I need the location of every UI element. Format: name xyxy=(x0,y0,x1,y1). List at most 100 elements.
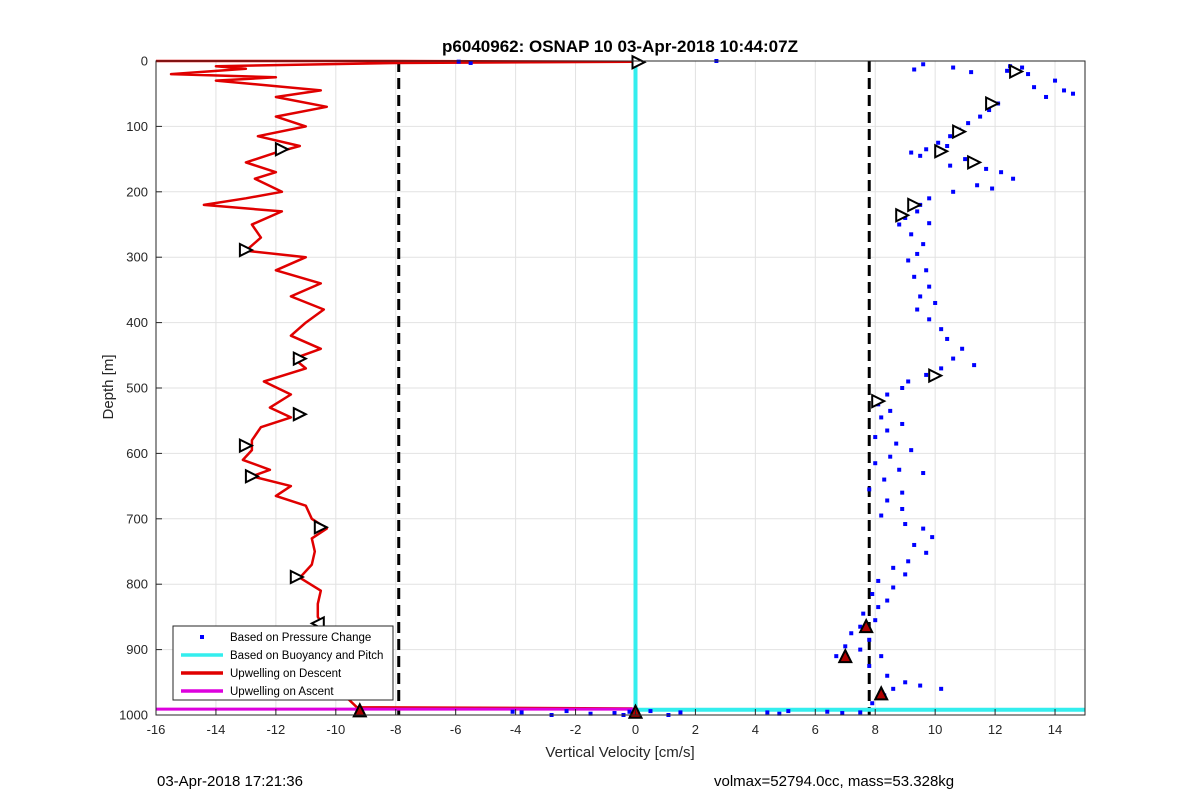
data-point-based-on-pressure-change xyxy=(912,67,917,72)
data-point-based-on-pressure-change xyxy=(900,421,905,426)
data-point-based-on-pressure-change xyxy=(900,506,905,511)
data-point-based-on-pressure-change xyxy=(879,654,884,659)
data-point-based-on-pressure-change xyxy=(924,372,929,377)
data-point-based-on-pressure-change xyxy=(921,471,926,476)
data-point-based-on-pressure-change xyxy=(924,147,929,152)
data-point-based-on-pressure-change xyxy=(885,392,890,397)
y-tick-label: 800 xyxy=(126,577,148,592)
marker-triangle-up xyxy=(837,647,853,664)
y-tick-label: 500 xyxy=(126,381,148,396)
data-point-based-on-pressure-change xyxy=(834,654,839,659)
data-point-based-on-pressure-change xyxy=(867,663,872,668)
data-point-based-on-pressure-change xyxy=(870,701,875,706)
data-point-based-on-pressure-change xyxy=(891,585,896,590)
data-point-based-on-pressure-change xyxy=(972,363,977,368)
marker-triangle-right xyxy=(985,95,1001,112)
data-point-based-on-pressure-change xyxy=(873,435,878,440)
x-tick-label: -6 xyxy=(450,722,462,737)
data-point-based-on-pressure-change xyxy=(1071,91,1076,96)
data-point-based-on-pressure-change xyxy=(885,673,890,678)
data-point-based-on-pressure-change xyxy=(777,711,782,716)
marker-triangle-right xyxy=(1009,63,1025,80)
data-point-based-on-pressure-change xyxy=(951,65,956,70)
data-point-based-on-pressure-change xyxy=(903,522,908,527)
legend-label: Upwelling on Descent xyxy=(230,668,342,680)
data-point-based-on-pressure-change xyxy=(870,592,875,597)
data-point-based-on-pressure-change xyxy=(951,189,956,194)
data-point-based-on-pressure-change xyxy=(915,251,920,256)
data-point-based-on-pressure-change xyxy=(921,62,926,67)
data-point-based-on-pressure-change xyxy=(903,680,908,685)
x-tick-label: 0 xyxy=(632,722,639,737)
data-point-based-on-pressure-change xyxy=(888,454,893,459)
data-point-based-on-pressure-change xyxy=(885,498,890,503)
data-point-based-on-pressure-change xyxy=(612,711,617,716)
x-tick-label: 8 xyxy=(872,722,879,737)
marker-triangle-right xyxy=(289,569,306,585)
x-tick-label: 4 xyxy=(752,722,759,737)
data-point-based-on-pressure-change xyxy=(918,294,923,299)
data-point-based-on-pressure-change xyxy=(948,163,953,168)
data-point-based-on-pressure-change xyxy=(873,618,878,623)
data-point-based-on-pressure-change xyxy=(627,709,632,714)
marker-triangle-right xyxy=(934,143,950,159)
data-point-based-on-pressure-change xyxy=(903,215,908,220)
data-point-based-on-pressure-change xyxy=(849,631,854,636)
chart-title: p6040962: OSNAP 10 03-Apr-2018 10:44:07Z xyxy=(442,37,798,56)
data-point-based-on-pressure-change xyxy=(906,258,911,263)
data-point-based-on-pressure-change xyxy=(987,108,992,113)
data-point-based-on-pressure-change xyxy=(927,317,932,322)
data-point-based-on-pressure-change xyxy=(519,710,524,715)
marker-triangle-right xyxy=(952,123,968,140)
x-tick-label: -4 xyxy=(510,722,522,737)
y-tick-label: 200 xyxy=(126,184,148,199)
y-tick-label: 900 xyxy=(126,642,148,657)
data-point-based-on-pressure-change xyxy=(900,490,905,495)
data-point-based-on-pressure-change xyxy=(918,683,923,688)
data-point-based-on-pressure-change xyxy=(456,59,461,64)
data-point-based-on-pressure-change xyxy=(990,186,995,191)
data-point-based-on-pressure-change xyxy=(933,300,938,305)
data-point-based-on-pressure-change xyxy=(975,183,980,188)
x-tick-label: -10 xyxy=(326,722,345,737)
data-point-based-on-pressure-change xyxy=(903,572,908,577)
data-point-based-on-pressure-change xyxy=(648,709,653,714)
data-point-based-on-pressure-change xyxy=(999,170,1004,175)
data-point-based-on-pressure-change xyxy=(885,598,890,603)
data-point-based-on-pressure-change xyxy=(897,467,902,472)
data-point-based-on-pressure-change xyxy=(1005,68,1010,73)
data-point-based-on-pressure-change xyxy=(897,222,902,227)
x-tick-label: 2 xyxy=(692,722,699,737)
data-point-based-on-pressure-change xyxy=(1011,176,1016,181)
data-point-based-on-pressure-change xyxy=(1032,85,1037,90)
y-tick-label: 0 xyxy=(141,54,148,69)
data-point-based-on-pressure-change xyxy=(765,710,770,715)
y-tick-label: 300 xyxy=(126,250,148,265)
data-point-based-on-pressure-change xyxy=(912,542,917,547)
y-tick-label: 1000 xyxy=(119,708,148,723)
data-point-based-on-pressure-change xyxy=(960,346,965,351)
marker-triangle-right xyxy=(967,154,983,171)
marker-triangle-right xyxy=(238,437,255,454)
data-point-based-on-pressure-change xyxy=(939,686,944,691)
marker-triangle-right xyxy=(928,367,944,384)
series-line-upwelling-on-descent xyxy=(156,59,634,710)
marker-triangle-right xyxy=(238,242,255,258)
data-point-based-on-pressure-change xyxy=(882,477,887,482)
data-point-based-on-pressure-change xyxy=(945,336,950,341)
x-tick-label: -8 xyxy=(390,722,402,737)
data-point-based-on-pressure-change xyxy=(906,379,911,384)
data-point-based-on-pressure-change xyxy=(951,356,956,361)
x-tick-label: -16 xyxy=(147,722,166,737)
data-point-based-on-pressure-change xyxy=(879,415,884,420)
footer-timestamp: 03-Apr-2018 17:21:36 xyxy=(157,773,303,790)
data-point-based-on-pressure-change xyxy=(1026,72,1031,77)
data-point-based-on-pressure-change xyxy=(915,307,920,312)
data-point-based-on-pressure-change xyxy=(1062,88,1067,93)
legend-label: Based on Buoyancy and Pitch xyxy=(230,650,383,662)
data-point-based-on-pressure-change xyxy=(786,709,791,714)
data-point-based-on-pressure-change xyxy=(963,157,968,162)
data-point-based-on-pressure-change xyxy=(888,408,893,413)
data-point-based-on-pressure-change xyxy=(906,559,911,564)
marker-triangle-up xyxy=(858,617,874,634)
